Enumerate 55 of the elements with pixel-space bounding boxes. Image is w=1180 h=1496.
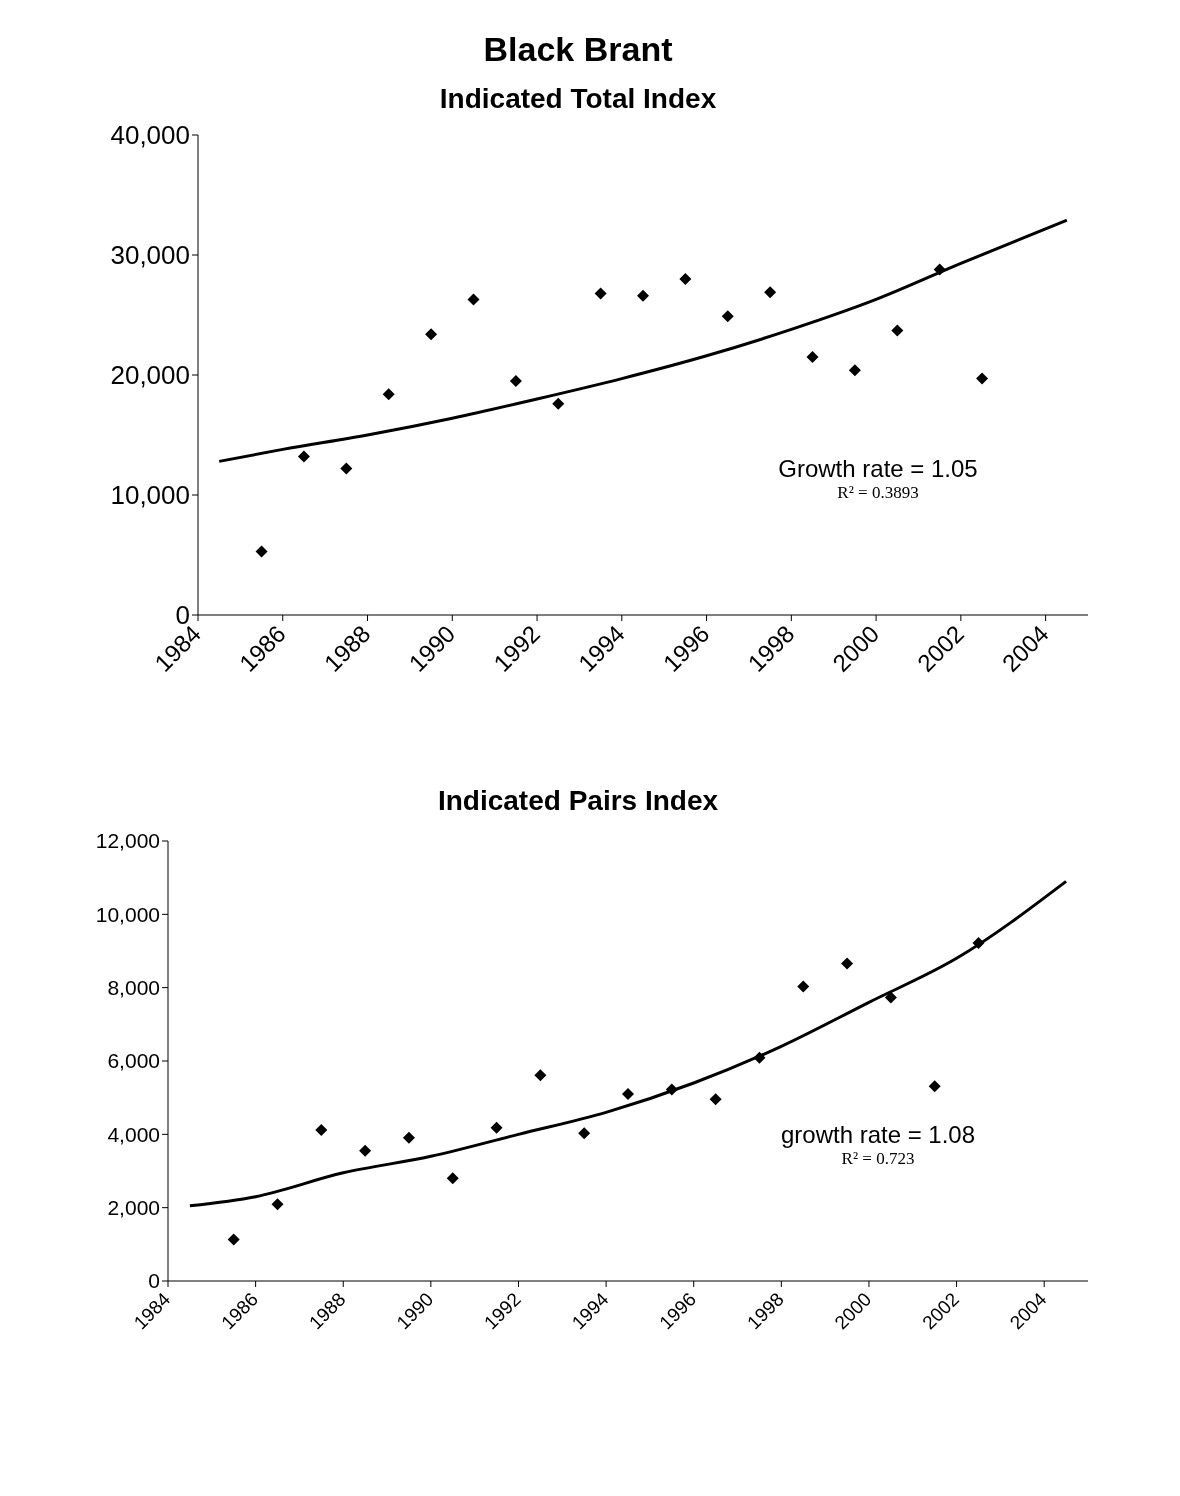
annotation: growth rate = 1.08 (779, 1121, 977, 1149)
point (976, 372, 989, 385)
point (446, 1172, 459, 1185)
annotation: R² = 0.723 (840, 1149, 916, 1169)
point (402, 1131, 415, 1144)
point (709, 1093, 722, 1106)
point (594, 287, 607, 300)
y-tick-label: 12,000 (95, 829, 160, 853)
point (928, 1080, 941, 1093)
y-tick-label: 8,000 (107, 976, 160, 1000)
point (764, 286, 777, 299)
point (490, 1121, 503, 1134)
point (637, 289, 649, 302)
point (315, 1123, 328, 1136)
point (848, 364, 861, 377)
point (665, 1083, 678, 1096)
y-tick-label: 6,000 (107, 1049, 160, 1073)
point (534, 1069, 547, 1082)
y-tick-label: 30,000 (110, 240, 190, 271)
point (721, 310, 734, 323)
y-tick-label: 20,000 (110, 360, 190, 391)
point (552, 397, 565, 410)
line-series (188, 879, 1068, 1208)
y-tick-label: 2,000 (107, 1196, 160, 1220)
point (340, 462, 353, 475)
point (806, 351, 819, 363)
annotation: Growth rate = 1.05 (777, 455, 979, 483)
point (509, 375, 522, 387)
point (467, 293, 480, 306)
point (382, 388, 395, 401)
chart-title: Indicated Pairs Index (436, 785, 720, 817)
point (255, 545, 268, 558)
y-tick-label: 0 (148, 1269, 160, 1293)
point (425, 328, 438, 341)
point (297, 450, 310, 463)
point (972, 936, 985, 949)
point (679, 273, 692, 285)
point (578, 1127, 591, 1140)
y-tick-label: 4,000 (107, 1122, 160, 1146)
chart-subtitle: Indicated Total Index (438, 83, 718, 115)
point (797, 980, 810, 993)
point (622, 1088, 634, 1100)
point (933, 263, 946, 276)
y-tick-label: 40,000 (110, 120, 190, 151)
point (359, 1144, 372, 1157)
y-tick-label: 10,000 (95, 902, 160, 926)
point (753, 1051, 766, 1064)
point (227, 1233, 240, 1246)
point (884, 991, 897, 1004)
point (271, 1198, 284, 1211)
y-tick-label: 10,000 (110, 480, 190, 511)
chart-title: Black Brant (482, 30, 674, 69)
point (891, 324, 904, 337)
point (841, 957, 854, 970)
annotation: R² = 0.3893 (836, 483, 920, 503)
